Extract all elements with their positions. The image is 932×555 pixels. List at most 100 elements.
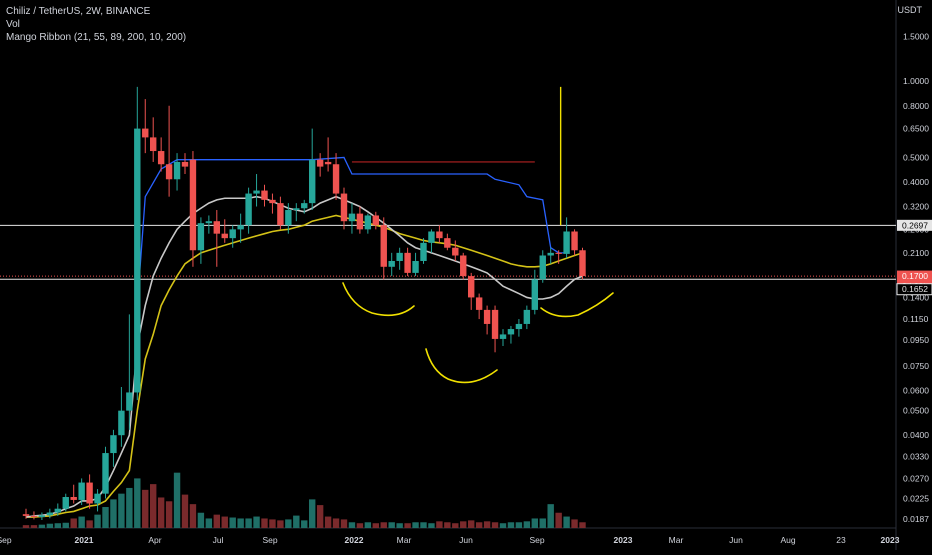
volume-bar <box>118 493 125 528</box>
candle-body <box>324 161 332 165</box>
y-tick-label: 0.2100 <box>903 248 929 258</box>
candle-body <box>181 161 189 167</box>
candle-body <box>531 279 538 310</box>
volume-bar <box>468 520 475 528</box>
candle-body <box>54 508 61 513</box>
y-tick-label: 0.8000 <box>903 101 929 111</box>
candle-body <box>475 297 483 310</box>
y-tick-label: 0.1400 <box>903 292 929 302</box>
candle-body <box>221 233 228 239</box>
x-tick-label: Sep <box>262 535 277 545</box>
y-tick-label: 0.0500 <box>903 406 929 416</box>
candle-body <box>237 225 244 230</box>
right-shoulder-curve <box>540 292 614 318</box>
candle-body <box>372 215 379 226</box>
candle-body <box>539 255 546 280</box>
candle-body <box>436 231 443 239</box>
volume-bar <box>404 523 411 528</box>
x-tick-label: Jun <box>459 535 473 545</box>
volume-bar <box>173 472 181 528</box>
volume-bar <box>78 516 85 528</box>
volume-bar <box>412 522 419 528</box>
candle-body <box>579 250 586 277</box>
volume-bar <box>396 523 403 528</box>
volume-bar <box>269 519 276 528</box>
x-tick-label: Mar <box>397 535 412 545</box>
volume-bar <box>197 512 205 528</box>
candle-body <box>269 199 276 204</box>
candle-body <box>356 213 364 230</box>
candle-body <box>38 515 46 518</box>
price-tag-upper-bg <box>897 219 932 231</box>
candle-body <box>468 276 475 298</box>
candle-body <box>380 225 387 267</box>
candle-body <box>157 151 165 165</box>
volume-bar <box>293 515 300 528</box>
volume-bar <box>579 522 586 528</box>
left-shoulder-curve <box>342 282 415 317</box>
volume-bar <box>444 522 451 528</box>
volume-bar <box>189 504 197 528</box>
x-tick-label: 2022 <box>345 535 364 545</box>
volume-bar <box>324 516 332 528</box>
head-curve <box>425 348 498 384</box>
indicator-mango-ribbon[interactable]: Mango Ribbon (21, 55, 89, 200, 10, 200) <box>6 32 187 43</box>
indicator-volume[interactable]: Vol <box>6 19 20 30</box>
candle-body <box>452 247 459 256</box>
candle-body <box>285 210 292 226</box>
candle-body <box>555 252 562 254</box>
candle-body <box>491 309 499 339</box>
candle-body <box>173 161 181 180</box>
volume-bar <box>229 517 236 528</box>
candle-body <box>78 482 85 500</box>
candle-body <box>30 515 38 518</box>
candle-body <box>563 231 570 254</box>
price-tag-upper: 0.2697 <box>902 220 928 230</box>
volume-bar <box>110 499 117 528</box>
y-tick-label: 0.0400 <box>903 430 929 440</box>
volume-bar <box>245 518 252 528</box>
volume-bar <box>332 518 340 528</box>
candle-body <box>142 128 149 138</box>
candle-body <box>523 309 531 324</box>
volume-bar <box>364 522 372 528</box>
volume-bar <box>356 523 364 528</box>
y-tick-label: 0.5000 <box>903 152 929 162</box>
candle-body <box>364 215 372 230</box>
candle-body <box>86 482 93 504</box>
x-tick-label: 2023 <box>614 535 633 545</box>
candle-body <box>134 128 141 393</box>
candle-body <box>460 255 467 277</box>
volume-bar <box>547 504 554 528</box>
x-tick-label: Sep <box>0 535 12 545</box>
volume-bar <box>165 501 173 528</box>
candle-body <box>420 242 427 261</box>
volume-bar <box>507 522 515 528</box>
volume-bar <box>340 519 348 528</box>
volume-bar <box>531 518 538 528</box>
chart-legend: Chiliz / TetherUS, 2W, BINANCE Vol Mango… <box>6 5 186 44</box>
y-tick-label: 0.0187 <box>903 514 929 524</box>
volume-bar <box>523 521 531 528</box>
volume-bar <box>70 518 77 528</box>
volume-bar <box>499 523 507 528</box>
volume-bar <box>563 516 570 528</box>
volume-bar <box>150 484 157 528</box>
volume-bar <box>102 507 109 528</box>
candle-body <box>277 203 284 226</box>
y-tick-label: 0.0330 <box>903 451 929 461</box>
candle-body <box>126 392 133 411</box>
candle-body <box>197 223 205 251</box>
candle-body <box>515 323 523 330</box>
candle-body <box>444 238 451 248</box>
x-tick-label: 2023 <box>881 535 900 545</box>
symbol-title: Chiliz / TetherUS, 2W, BINANCE <box>6 6 151 17</box>
volume-bar <box>301 520 308 528</box>
volume-bar <box>221 516 228 528</box>
candle-body <box>571 231 578 251</box>
candle-body <box>348 213 356 222</box>
volume-bar <box>380 522 387 528</box>
volume-bar <box>428 523 435 528</box>
